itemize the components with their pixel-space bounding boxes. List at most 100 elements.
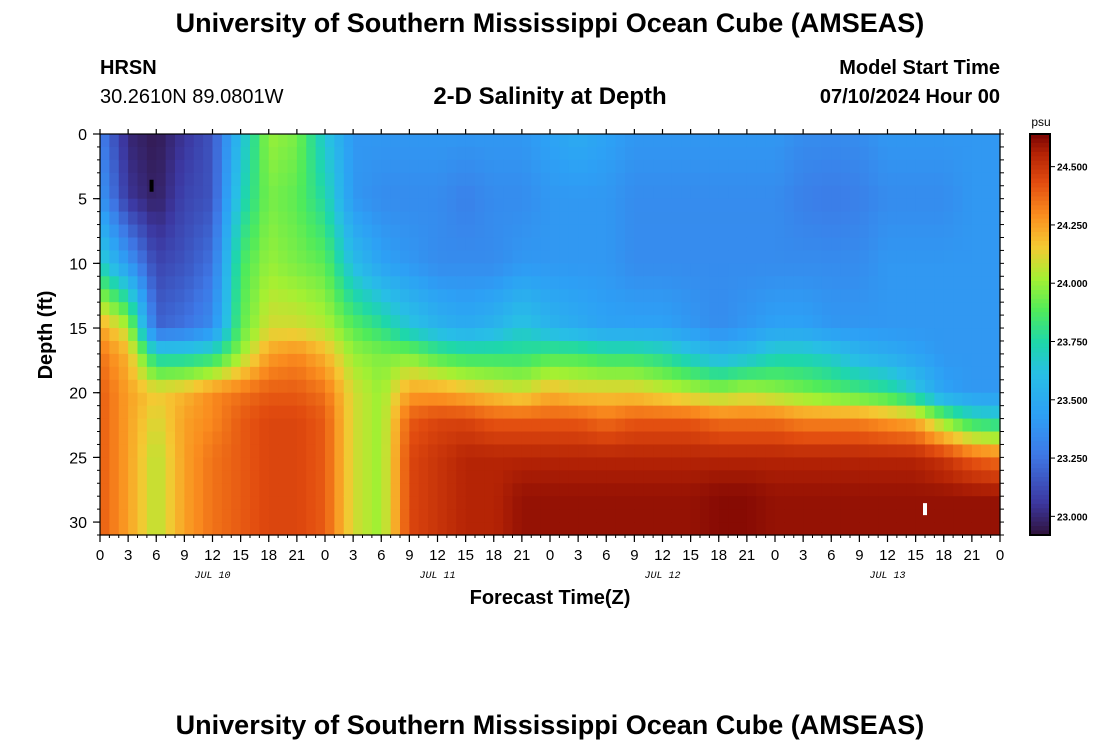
heatmap-cell (990, 224, 1001, 239)
colorbar-segment (1030, 245, 1050, 251)
heatmap-cell (915, 340, 926, 355)
heatmap-cell (709, 444, 720, 458)
heatmap-cell (475, 444, 485, 458)
heatmap-cell (625, 159, 635, 174)
heatmap-cell (728, 328, 739, 342)
heatmap-cell (690, 431, 701, 446)
heatmap-cell (531, 289, 542, 303)
heatmap-cell (353, 418, 364, 433)
heatmap-cell (371, 418, 382, 433)
heatmap-cell (671, 470, 682, 484)
heatmap-cell (821, 134, 832, 148)
x-tick-label: 3 (799, 547, 807, 564)
heatmap-cell (418, 328, 429, 342)
heatmap-cell (859, 315, 870, 329)
heatmap-cell (531, 496, 542, 510)
heatmap-cell (671, 211, 682, 226)
heatmap-cell (146, 185, 157, 200)
heatmap-cell (700, 237, 710, 252)
heatmap-cell (231, 250, 242, 264)
heatmap-cell (240, 328, 251, 342)
heatmap-cell (100, 340, 110, 355)
heatmap-cell (334, 431, 345, 446)
heatmap-cell (212, 315, 223, 329)
heatmap-cell (203, 522, 214, 536)
heatmap-cell (343, 431, 354, 446)
heatmap-cell (540, 276, 551, 290)
heatmap-cell (250, 522, 260, 536)
heatmap-cell (550, 483, 560, 497)
heatmap-cell (100, 483, 110, 497)
heatmap-cell (981, 159, 992, 174)
heatmap-cell (343, 134, 354, 148)
heatmap-cell (990, 379, 1001, 394)
heatmap-cell (737, 159, 748, 174)
heatmap-cell (278, 353, 289, 368)
heatmap-cell (765, 509, 776, 523)
heatmap-cell (962, 159, 973, 174)
heatmap-cell (625, 522, 635, 536)
heatmap-cell (821, 289, 832, 303)
heatmap-cell (118, 211, 129, 226)
heatmap-cell (465, 263, 476, 277)
heatmap-cell (409, 302, 420, 316)
heatmap-cell (109, 457, 120, 471)
heatmap-cell (896, 496, 907, 510)
heatmap-cell (250, 392, 260, 407)
heatmap-cell (559, 405, 570, 420)
heatmap-cell (559, 237, 570, 252)
heatmap-cell (681, 483, 692, 497)
heatmap-cell (334, 250, 345, 264)
heatmap-cell (953, 431, 964, 446)
heatmap-cell (803, 483, 814, 497)
heatmap-cell (212, 302, 223, 316)
heatmap-cell (709, 379, 720, 394)
heatmap-cell (568, 276, 579, 290)
heatmap-cell (915, 159, 926, 174)
heatmap-cell (118, 185, 129, 200)
heatmap-cell (278, 379, 289, 394)
heatmap-cell (400, 340, 410, 355)
heatmap-cell (550, 444, 560, 458)
heatmap-cell (812, 263, 823, 277)
heatmap-cell (653, 315, 664, 329)
heatmap-cell (550, 379, 560, 394)
heatmap-cell (681, 470, 692, 484)
heatmap-cell (437, 185, 448, 200)
heatmap-cell (521, 483, 532, 497)
heatmap-cell (325, 496, 335, 510)
heatmap-cell (784, 237, 795, 252)
heatmap-cell (906, 224, 917, 239)
heatmap-cell (296, 522, 307, 536)
heatmap-cell (381, 444, 392, 458)
heatmap-cell (165, 470, 176, 484)
day-label: JUL 13 (869, 571, 905, 582)
heatmap-cell (756, 418, 767, 433)
heatmap-cell (915, 276, 926, 290)
heatmap-cell (700, 418, 710, 433)
heatmap-cell (193, 289, 204, 303)
heatmap-cell (784, 146, 795, 161)
heatmap-cell (325, 509, 335, 523)
heatmap-cell (240, 340, 251, 355)
heatmap-cell (653, 250, 664, 264)
heatmap-cell (990, 276, 1001, 290)
x-tick-label: 21 (514, 547, 531, 564)
heatmap-cell (278, 457, 289, 471)
heatmap-cell (690, 250, 701, 264)
heatmap-cell (465, 340, 476, 355)
heatmap-cells (100, 134, 1001, 536)
heatmap-cell (943, 340, 954, 355)
heatmap-cell (812, 315, 823, 329)
heatmap-cell (953, 302, 964, 316)
heatmap-cell (746, 340, 757, 355)
heatmap-cell (428, 237, 439, 252)
y-tick-label: 15 (69, 321, 87, 338)
day-label: JUL 10 (194, 571, 230, 582)
heatmap-cell (625, 315, 635, 329)
heatmap-cell (821, 237, 832, 252)
heatmap-cell (493, 457, 504, 471)
heatmap-cell (315, 522, 326, 536)
heatmap-cell (775, 457, 785, 471)
heatmap-cell (100, 315, 110, 329)
